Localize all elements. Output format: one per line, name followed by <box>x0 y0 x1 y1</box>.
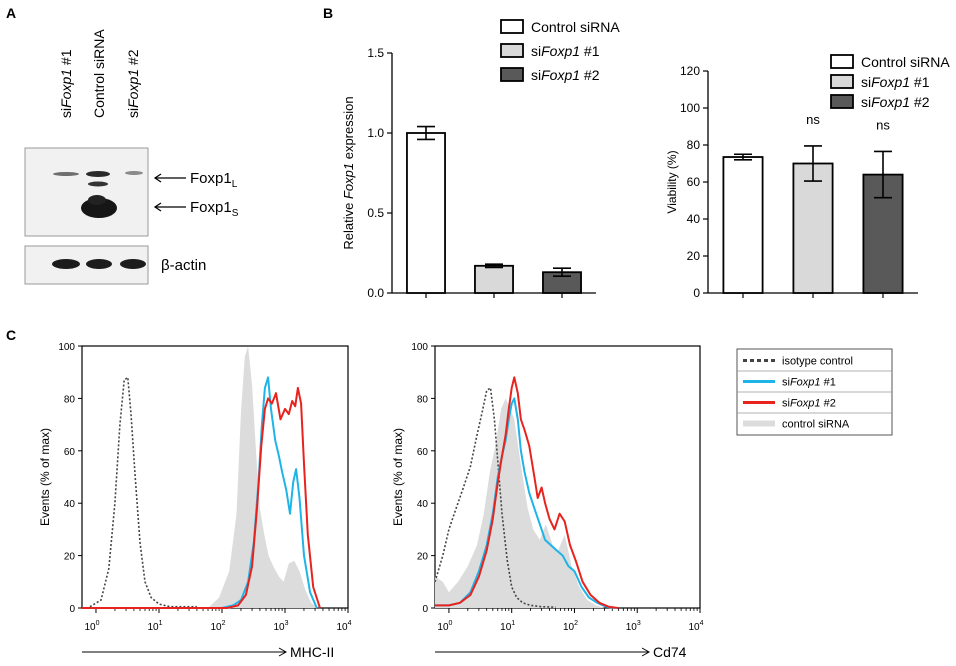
x-tick-label: 100 <box>84 620 99 633</box>
panel-label-b: B <box>323 5 333 21</box>
y-axis-label: Events (% of max) <box>391 428 405 526</box>
y-tick-label: 20 <box>417 552 429 563</box>
band-mid-lane2 <box>88 181 108 187</box>
panel-label-c: C <box>6 327 16 343</box>
legend-swatch-1 <box>500 19 524 34</box>
y-tick-label: 20 <box>64 552 76 563</box>
plot-frame <box>81 345 349 609</box>
legend-label-4: control siRNA <box>782 419 850 431</box>
lane-label-1: siFoxp1 #1 <box>58 49 74 118</box>
y-tick-label: 1.5 <box>367 46 384 60</box>
legend-label-2: siFoxp1 #1 <box>861 74 930 90</box>
series-sifoxp1-2 <box>435 376 619 609</box>
y-tick-label: 0 <box>422 604 428 615</box>
series-isotype-control <box>434 386 556 608</box>
y-tick-label: 1.0 <box>367 126 384 140</box>
band-actin-lane1 <box>52 259 80 269</box>
blot-membrane <box>24 147 149 237</box>
y-tick-label: 60 <box>687 175 701 189</box>
legend-label-2: siFoxp1 #1 <box>782 377 836 389</box>
y-tick-label: 80 <box>417 394 429 405</box>
y-tick-label: 60 <box>417 447 429 458</box>
y-tick-label: 20 <box>687 249 701 263</box>
legend-label-3: siFoxp1 #2 <box>782 398 836 410</box>
annotation-3: ns <box>876 117 890 132</box>
bar-1 <box>406 132 446 294</box>
legend-label-1: Control siRNA <box>531 19 620 35</box>
legend-swatch-1 <box>830 54 854 69</box>
x-tick-label: 104 <box>336 620 351 633</box>
lane-labels: siFoxp1 #1 Control siRNA siFoxp1 #2 <box>58 29 141 118</box>
legend-label-3: siFoxp1 #2 <box>861 94 930 110</box>
series-sifoxp1-2 <box>82 386 321 609</box>
y-tick-label: 0.0 <box>367 286 384 300</box>
panel-label-a: A <box>6 5 16 21</box>
band-label-foxp1l: Foxp1L <box>190 170 238 190</box>
band-foxp1l-lane3 <box>125 171 143 175</box>
y-tick-label: 0 <box>69 604 75 615</box>
lane-label-3: siFoxp1 #2 <box>125 49 141 118</box>
x-tick-label: 102 <box>563 620 578 633</box>
x-tick-label: 103 <box>273 620 288 633</box>
band-foxp1s-lane2-top <box>88 195 106 205</box>
y-tick-label: 40 <box>417 499 429 510</box>
annotation-2: ns <box>806 112 820 127</box>
x-axis-label: MHC-II <box>290 644 334 660</box>
x-tick-label: 102 <box>210 620 225 633</box>
y-tick-label: 80 <box>64 394 76 405</box>
y-axis-label: Events (% of max) <box>38 428 52 526</box>
legend-swatch-2 <box>500 43 524 58</box>
band-label-actin: β-actin <box>161 257 206 274</box>
flow-legend: isotype control siFoxp1 #1 siFoxp1 #2 contr… <box>736 348 893 436</box>
legend-swatch-3 <box>500 67 524 82</box>
x-tick-label: 100 <box>437 620 452 633</box>
y-tick-label: 0.5 <box>367 206 384 220</box>
lane-label-2: Control siRNA <box>91 29 107 118</box>
bar-2 <box>792 162 834 294</box>
western-blot: siFoxp1 #1 Control siRNA siFoxp1 #2 Foxp1L… <box>24 29 239 285</box>
bar-chart-expression: 0.0 0.5 1.0 1.5 Relative Foxp1 expression Con… <box>341 19 620 300</box>
series-sifoxp1-1 <box>435 397 616 609</box>
band-foxp1l-lane2 <box>86 171 110 177</box>
y-tick-label: 80 <box>687 138 701 152</box>
bar-chart-viability: 0 20 40 60 80 100 120 ns ns Viability (%) Control … <box>665 54 950 300</box>
y-tick-label: 0 <box>693 286 700 300</box>
series-control-sirna <box>208 346 318 608</box>
series-sifoxp1-1 <box>82 376 318 609</box>
y-tick-label: 100 <box>58 342 75 353</box>
x-tick-label: 103 <box>626 620 641 633</box>
x-tick-label: 101 <box>500 620 515 633</box>
x-axis-arrowhead <box>641 647 651 657</box>
y-tick-label: 100 <box>411 342 428 353</box>
y-axis-label: Viability (%) <box>665 150 679 213</box>
legend-label-2: siFoxp1 #1 <box>531 43 600 59</box>
x-tick-label: 101 <box>147 620 162 633</box>
bar-1 <box>722 156 764 294</box>
x-axis-label: Cd74 <box>653 644 687 660</box>
legend-label-3: siFoxp1 #2 <box>531 67 600 83</box>
legend-swatch-2 <box>830 74 854 89</box>
series-isotype-control <box>89 375 197 608</box>
legend-label-1: Control siRNA <box>861 54 950 70</box>
legend-label-1: isotype control <box>782 356 853 368</box>
legend-swatch-control-sirna <box>743 420 775 427</box>
y-tick-label: 100 <box>680 101 700 115</box>
y-tick-label: 40 <box>687 212 701 226</box>
band-foxp1l-lane1 <box>53 172 79 176</box>
y-axis-label: Relative Foxp1 expression <box>341 96 356 249</box>
y-tick-label: 120 <box>680 64 700 78</box>
band-actin-lane2 <box>86 259 112 269</box>
x-tick-label: 104 <box>688 620 703 633</box>
bar-2 <box>474 264 514 294</box>
band-actin-lane3 <box>120 259 146 269</box>
x-axis-arrowhead <box>278 647 288 657</box>
legend-swatch-3 <box>830 94 854 109</box>
y-tick-label: 60 <box>64 447 76 458</box>
y-tick-label: 40 <box>64 499 76 510</box>
band-label-foxp1s: Foxp1S <box>190 199 239 219</box>
